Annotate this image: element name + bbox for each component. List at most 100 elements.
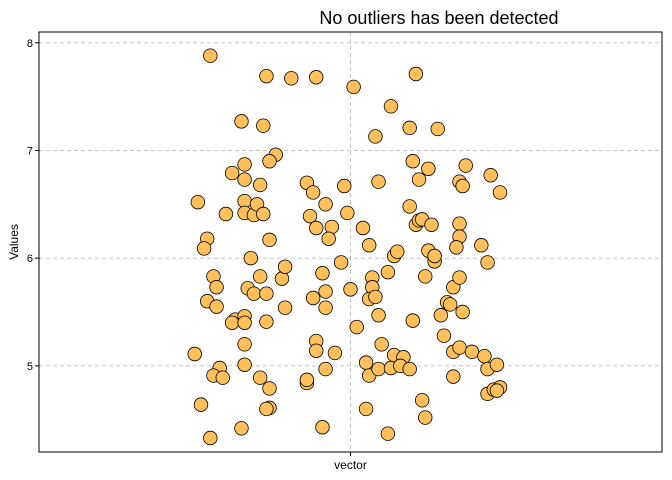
data-point (433, 308, 449, 323)
data-point (343, 282, 358, 297)
data-point (315, 420, 330, 435)
data-point (405, 154, 421, 169)
data-point (371, 361, 386, 377)
data-point (252, 177, 268, 193)
data-point (346, 79, 361, 95)
grid-lines (39, 32, 662, 452)
data-point (458, 158, 473, 173)
data-point (374, 337, 389, 352)
data-point (349, 319, 364, 335)
data-point (390, 244, 405, 259)
data-point (483, 168, 498, 183)
data-point (421, 161, 436, 176)
data-point (252, 269, 268, 284)
data-point (321, 231, 336, 246)
data-point (446, 369, 461, 384)
data-point (196, 241, 212, 256)
data-point (477, 348, 492, 364)
data-point (224, 165, 240, 181)
data-point (452, 340, 467, 355)
data-points (187, 48, 508, 446)
data-point (305, 185, 321, 200)
data-point (193, 397, 209, 412)
data-point (355, 220, 371, 236)
y-axis-ticks: 5 6 7 8 (27, 38, 39, 373)
data-point (318, 361, 333, 377)
data-point (237, 357, 252, 372)
y-axis-label: Values (7, 224, 21, 260)
data-point (259, 68, 274, 84)
chart-title: No outliers has been detected (319, 8, 558, 28)
data-point (452, 270, 467, 285)
data-point (315, 266, 330, 281)
data-point (259, 314, 274, 329)
data-point (371, 308, 386, 323)
data-point (474, 238, 489, 253)
x-axis-label: vector (334, 458, 367, 472)
data-point (418, 410, 433, 425)
data-point (408, 66, 424, 82)
data-point (405, 313, 421, 328)
data-point (368, 289, 383, 305)
data-point (333, 255, 349, 270)
data-point (237, 315, 252, 330)
data-point (452, 216, 467, 231)
data-point (262, 381, 277, 396)
data-point (455, 304, 470, 320)
data-point (274, 271, 290, 286)
data-point (259, 401, 274, 417)
data-point (256, 206, 271, 222)
data-point (480, 255, 495, 270)
data-point (411, 172, 427, 187)
data-point (224, 315, 240, 330)
data-point (340, 205, 355, 221)
data-point (203, 430, 218, 446)
data-point (436, 328, 452, 343)
y-tick-label: 6 (27, 253, 33, 265)
y-tick-label: 5 (27, 361, 33, 373)
data-point (402, 361, 417, 377)
data-point (380, 426, 396, 441)
data-point (243, 250, 259, 266)
data-point (449, 240, 464, 255)
data-point (187, 346, 202, 362)
data-point (284, 71, 299, 86)
data-point (190, 194, 206, 210)
data-point (337, 178, 352, 194)
data-point (380, 264, 396, 280)
data-point (318, 284, 333, 299)
data-point (430, 121, 445, 137)
y-tick-label: 8 (27, 38, 33, 50)
data-point (252, 370, 268, 385)
data-point (309, 70, 324, 85)
data-point (277, 259, 293, 274)
data-point (455, 178, 470, 194)
data-point (309, 343, 324, 358)
data-point (402, 120, 417, 136)
data-point (299, 372, 315, 388)
data-point (368, 129, 383, 144)
data-point (489, 383, 505, 398)
data-point (237, 337, 252, 352)
data-point (246, 286, 262, 301)
data-point (218, 206, 234, 222)
data-point (262, 154, 277, 169)
data-point (309, 220, 324, 236)
data-point (383, 99, 399, 114)
data-point (234, 114, 249, 129)
data-point (209, 280, 224, 295)
data-point (203, 48, 218, 63)
data-point (215, 370, 230, 385)
data-point (256, 118, 271, 133)
data-point (489, 357, 505, 372)
data-point (237, 157, 252, 172)
data-point (305, 290, 321, 306)
data-point (237, 172, 252, 187)
data-point (427, 248, 442, 264)
data-point (492, 185, 508, 200)
data-point (361, 238, 377, 253)
data-point (318, 300, 333, 315)
data-point (464, 344, 480, 360)
data-point (424, 217, 439, 232)
data-point (402, 199, 417, 214)
